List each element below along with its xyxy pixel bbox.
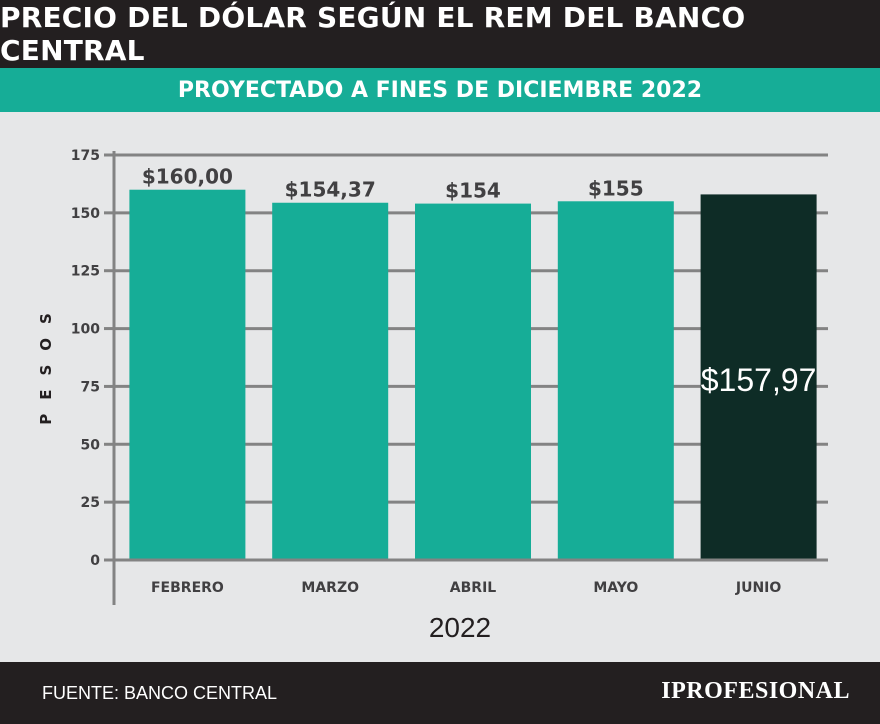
footer: FUENTE: BANCO CENTRAL IPROFESIONAL [0,662,880,724]
subtitle-bar: PROYECTADO A FINES DE DICIEMBRE 2022 [0,68,880,112]
y-tick-label: 100 [71,322,100,338]
y-tick-label: 175 [71,148,100,164]
data-label: $155 [588,176,644,200]
source-note: FUENTE: BANCO CENTRAL [42,683,278,703]
bars [129,189,817,560]
title-bar: PRECIO DEL DÓLAR SEGÚN EL REM DEL BANCO … [0,0,880,68]
y-tick-label: 25 [81,495,100,511]
bar-febrero [129,189,246,560]
y-tick-label: 75 [81,379,100,395]
x-tick-label: FEBRERO [151,580,224,596]
x-tick-label: MAYO [593,580,638,596]
x-tick-label: ABRIL [450,580,496,596]
brand-logo: IPROFESIONAL [661,678,850,704]
data-label: $154 [445,179,501,203]
bar-abril [415,203,531,560]
x-axis-title: 2022 [429,612,491,643]
y-tick-label: 150 [71,206,100,222]
y-axis-title: PESOS [37,299,55,425]
data-label: $157,97 [701,362,817,398]
bar-junio [700,194,817,560]
x-tick-label: JUNIO [735,580,782,596]
data-label: $154,37 [285,178,376,202]
bar-mayo [557,201,674,560]
y-tick-label: 125 [71,264,100,280]
data-label: $160,00 [142,165,233,189]
chart-text: 0 25 50 75 100 125 150 175 $160,00 FEBRERO $154,37… [37,148,816,643]
y-tick-label: 0 [90,553,100,569]
bar-marzo [272,202,389,560]
axes [104,151,828,605]
y-tick-label: 50 [81,437,101,453]
x-tick-label: MARZO [301,580,359,596]
chart-subtitle: PROYECTADO A FINES DE DICIEMBRE 2022 [177,77,703,103]
chart-title: PRECIO DEL DÓLAR SEGÚN EL REM DEL BANCO … [0,1,746,67]
bar-chart: 0 25 50 75 100 125 150 175 $160,00 FEBRERO $154,37… [37,148,828,643]
